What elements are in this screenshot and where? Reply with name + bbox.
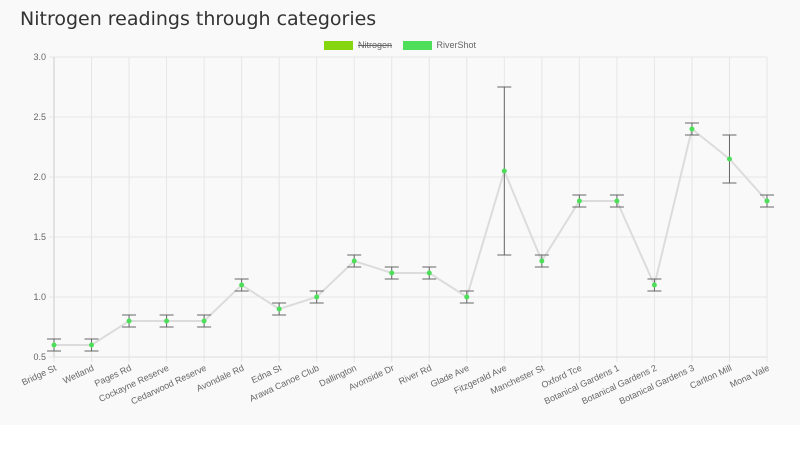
x-tick-label: Mona Vale bbox=[728, 363, 771, 390]
data-point bbox=[164, 318, 170, 324]
y-tick-label: 0.5 bbox=[33, 352, 46, 362]
data-point bbox=[239, 282, 245, 288]
x-tick-label: Bridge St bbox=[20, 363, 58, 388]
legend-item-nitrogen[interactable]: Nitrogen bbox=[323, 40, 392, 50]
y-tick-label: 1.5 bbox=[33, 232, 46, 242]
x-tick-label: Wetland bbox=[61, 363, 95, 386]
legend-swatch-nitrogen bbox=[323, 40, 353, 50]
legend: Nitrogen RiverShot bbox=[0, 40, 800, 52]
series-line bbox=[54, 127, 768, 346]
data-point bbox=[539, 258, 545, 264]
chart-panel bbox=[0, 0, 800, 425]
data-point bbox=[89, 342, 95, 348]
data-point bbox=[126, 318, 132, 324]
y-tick-label: 2.0 bbox=[33, 172, 46, 182]
data-point bbox=[201, 318, 207, 324]
legend-swatch-rivershot bbox=[402, 40, 432, 50]
data-point bbox=[651, 282, 657, 288]
data-point bbox=[51, 342, 57, 348]
legend-label-rivershot: RiverShot bbox=[436, 40, 477, 50]
data-point bbox=[314, 294, 320, 300]
data-point bbox=[351, 258, 357, 264]
data-point bbox=[726, 156, 732, 162]
x-tick-label: River Rd bbox=[397, 363, 433, 387]
legend-item-rivershot[interactable]: RiverShot bbox=[402, 40, 477, 50]
y-tick-label: 3.0 bbox=[33, 52, 46, 62]
data-point bbox=[464, 294, 470, 300]
data-point bbox=[426, 270, 432, 276]
data-point bbox=[689, 126, 695, 132]
data-point bbox=[576, 198, 582, 204]
x-tick-label: Arawa Canoe Club bbox=[248, 363, 321, 404]
legend-label-nitrogen: Nitrogen bbox=[357, 40, 392, 50]
y-tick-label: 1.0 bbox=[33, 292, 46, 302]
page-title: Nitrogen readings through categories bbox=[20, 8, 377, 30]
data-point bbox=[764, 198, 770, 204]
data-point bbox=[389, 270, 395, 276]
y-tick-label: 2.5 bbox=[33, 112, 46, 122]
data-point bbox=[501, 168, 507, 174]
x-tick-label: Carlton Mill bbox=[688, 363, 733, 391]
data-point bbox=[614, 198, 620, 204]
data-point bbox=[276, 306, 282, 312]
